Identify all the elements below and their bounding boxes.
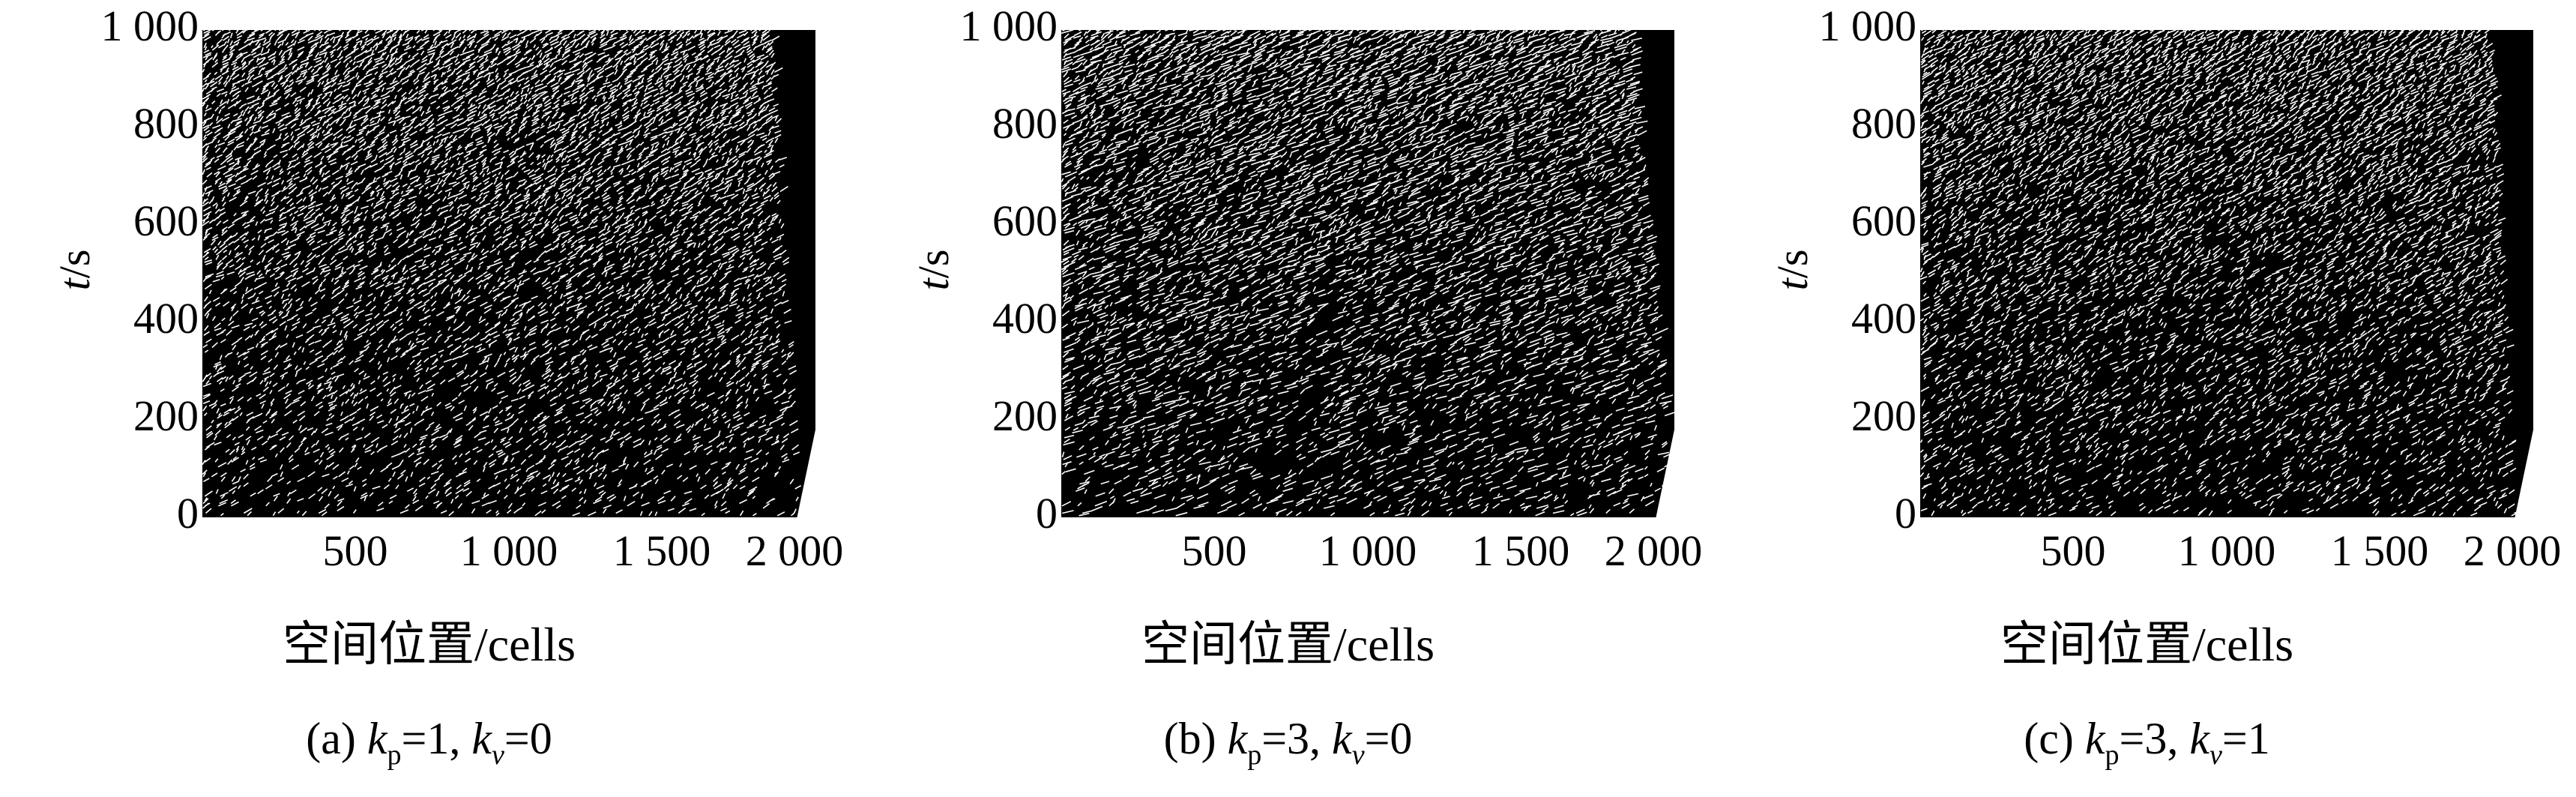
spacetime-heatmap	[1920, 30, 2533, 517]
x-ticks: 500 1 000 1 500 2 000	[1061, 525, 1721, 585]
y-tick-label: 600	[133, 196, 199, 245]
x-ticks: 500 1 000 1 500 2 000	[1920, 525, 2576, 585]
x-tick-label: 1 500	[612, 526, 711, 575]
y-ticks: 0 200 400 600 800 1 000	[45, 0, 199, 570]
y-tick-label: 200	[992, 391, 1058, 440]
y-tick-label: 1 000	[959, 1, 1058, 50]
panel-caption: (a) kp=1, kv=0	[306, 714, 552, 771]
x-ticks: 500 1 000 1 500 2 000	[202, 525, 862, 585]
empty-region	[797, 430, 815, 517]
panel-caption: (c) kp=3, kv=1	[2024, 714, 2270, 771]
vehicle-trajectories	[202, 30, 815, 517]
vehicle-trajectories	[1920, 30, 2533, 517]
y-tick-label: 200	[1851, 391, 1916, 440]
y-tick-label: 600	[1851, 196, 1916, 245]
x-tick-label: 1 000	[459, 526, 558, 575]
plot-background	[1061, 30, 1674, 517]
panel-caption: (b) kp=3, kv=0	[1163, 714, 1413, 771]
trajectory-streaks	[1920, 30, 2521, 517]
trajectory-streaks	[1061, 30, 1674, 517]
x-tick-label: 500	[1181, 526, 1247, 575]
y-ticks: 0 200 400 600 800 1 000	[1763, 0, 1917, 570]
y-tick-label: 0	[1036, 489, 1058, 538]
x-tick-label: 500	[322, 526, 388, 575]
panel-a: t/s 0 200 400 600 800 1 000 500 1 000 1 …	[0, 0, 858, 797]
x-tick-label: 1 500	[1471, 526, 1570, 575]
x-tick-label: 2 000	[745, 526, 844, 575]
y-tick-label: 1 000	[100, 1, 199, 50]
x-axis-label: 空间位置/cells	[282, 618, 576, 671]
y-ticks: 0 200 400 600 800 1 000	[904, 0, 1058, 570]
spacetime-plot	[1920, 30, 2533, 517]
y-tick-label: 800	[133, 99, 199, 148]
empty-region	[2515, 430, 2533, 517]
y-tick-label: 0	[1895, 489, 1916, 538]
x-tick-label: 1 500	[2330, 526, 2429, 575]
y-tick-label: 1 000	[1818, 1, 1917, 50]
x-tick-label: 2 000	[2463, 526, 2562, 575]
panel-b: t/s 0 200 400 600 800 1 000 500 1 000 1 …	[859, 0, 1717, 797]
empty-region	[1656, 430, 1674, 517]
trajectory-streaks	[202, 30, 802, 517]
x-tick-label: 2 000	[1604, 526, 1703, 575]
panel-c: t/s 0 200 400 600 800 1 000 500 1 000 1 …	[1718, 0, 2576, 797]
x-tick-label: 500	[2040, 526, 2106, 575]
spacetime-plot	[202, 30, 815, 517]
x-axis-label: 空间位置/cells	[2000, 618, 2294, 671]
y-tick-label: 800	[992, 99, 1058, 148]
y-tick-label: 400	[1851, 294, 1916, 343]
x-axis-label: 空间位置/cells	[1141, 618, 1435, 671]
x-tick-label: 1 000	[1318, 526, 1417, 575]
y-tick-label: 400	[133, 294, 199, 343]
spacetime-heatmap	[1061, 30, 1674, 517]
y-tick-label: 0	[177, 489, 199, 538]
vehicle-trajectories	[1061, 30, 1674, 517]
y-tick-label: 200	[133, 391, 199, 440]
y-tick-label: 600	[992, 196, 1058, 245]
y-tick-label: 800	[1851, 99, 1916, 148]
plot-background	[1920, 30, 2533, 517]
spacetime-heatmap	[202, 30, 815, 517]
y-tick-label: 400	[992, 294, 1058, 343]
x-tick-label: 1 000	[2177, 526, 2276, 575]
spacetime-plot	[1061, 30, 1674, 517]
